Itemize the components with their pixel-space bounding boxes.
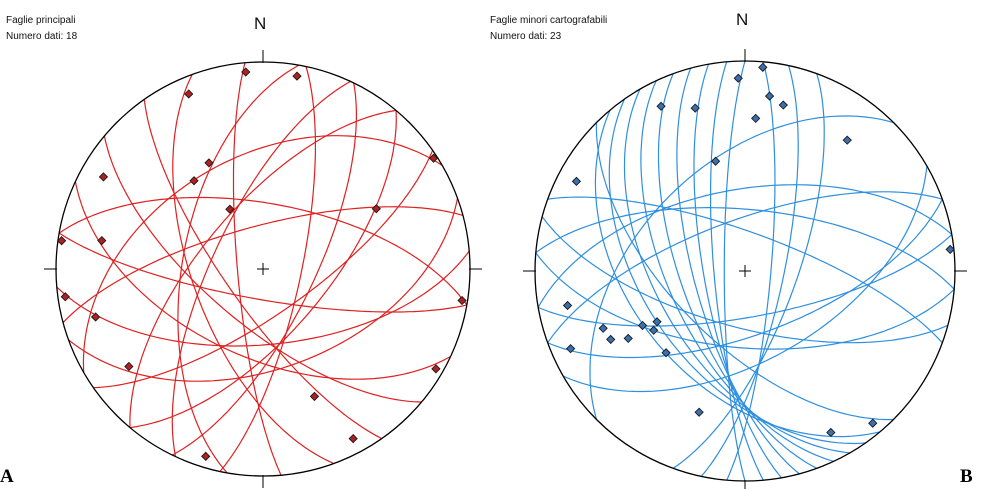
pole-marker	[189, 176, 199, 186]
great-circle	[676, 68, 800, 475]
great-circle	[537, 234, 953, 327]
great-circle	[535, 252, 955, 350]
great-circle	[640, 80, 834, 462]
great-circle	[537, 184, 953, 308]
pole-marker	[751, 113, 761, 124]
great-circle	[68, 198, 459, 382]
great-circles	[56, 62, 470, 476]
great-circle	[589, 115, 894, 420]
pole-marker	[428, 153, 439, 163]
great-circle	[219, 66, 316, 472]
pole-marker	[778, 100, 788, 110]
great-circle	[93, 150, 434, 389]
great-circle	[547, 198, 943, 359]
pole-marker	[431, 364, 441, 374]
pole-marker	[571, 176, 582, 187]
poles	[562, 62, 955, 438]
pole-marker	[292, 71, 302, 81]
pole-marker	[124, 361, 134, 372]
pole-marker	[606, 334, 616, 345]
pole-marker	[204, 158, 214, 168]
pole-marker	[868, 418, 878, 428]
pole-marker	[241, 67, 251, 77]
poles	[56, 67, 467, 461]
panel-a-north-label: N	[254, 14, 267, 33]
great-circle	[623, 88, 851, 454]
great-circle	[547, 196, 943, 344]
great-circle	[535, 206, 955, 290]
pole-marker	[710, 156, 721, 166]
great-circle	[129, 110, 397, 429]
great-circle	[172, 74, 335, 465]
pole-marker	[98, 172, 109, 182]
pole-marker	[562, 300, 573, 311]
pole-marker	[201, 451, 211, 461]
pole-marker	[90, 312, 101, 322]
great-circle	[594, 109, 881, 438]
great-circle	[143, 99, 382, 440]
great-circle	[672, 73, 825, 469]
pole-marker	[371, 204, 381, 214]
great-circle	[541, 216, 949, 344]
pole-marker	[598, 323, 608, 333]
pole-marker	[656, 101, 666, 111]
great-circle	[700, 65, 799, 477]
great-circle	[726, 61, 776, 481]
pole-marker	[733, 73, 743, 83]
great-circle	[608, 98, 866, 445]
pole-marker	[945, 244, 955, 255]
pole-marker	[184, 89, 194, 99]
pole-marker	[842, 135, 852, 145]
pole-marker	[56, 236, 67, 246]
great-circle	[82, 135, 443, 373]
great-circle	[58, 232, 468, 313]
panel-a-count: Numero dati: 18	[6, 31, 78, 42]
pole-marker	[758, 62, 768, 72]
pole-marker	[637, 320, 648, 331]
stereonet-b	[523, 49, 967, 489]
panel-b-north-label: N	[736, 10, 749, 29]
pole-marker	[764, 91, 775, 101]
pole-marker	[652, 317, 662, 327]
panel-b-title: Faglie minori cartografabili	[490, 15, 608, 26]
great-circle	[74, 181, 451, 380]
pole-marker	[309, 391, 320, 402]
great-circle	[62, 206, 464, 324]
pole-marker	[60, 292, 70, 302]
stereonet-a	[44, 50, 482, 488]
pole-marker	[661, 348, 671, 358]
panel-a-letter: A	[0, 466, 14, 487]
great-circle	[693, 64, 782, 479]
great-circle	[710, 61, 764, 481]
great-circle	[595, 122, 894, 421]
panel-b-count: Numero dati: 23	[490, 31, 562, 42]
panel-b-letter: B	[960, 466, 973, 487]
great-circle	[58, 196, 468, 306]
great-circle	[657, 73, 818, 469]
pole-marker	[97, 235, 107, 246]
great-circle	[177, 64, 300, 474]
great-circle	[723, 60, 746, 482]
panel-a-title: Faglie principali	[6, 15, 76, 26]
great-circle	[171, 82, 357, 456]
pole-marker	[565, 344, 576, 354]
great-circle	[103, 135, 422, 403]
pole-marker	[694, 407, 704, 417]
pole-marker	[690, 103, 700, 113]
pole-marker	[623, 333, 633, 344]
pole-marker	[225, 204, 235, 214]
pole-marker	[649, 325, 659, 335]
pole-marker	[826, 427, 836, 438]
pole-marker	[457, 295, 467, 306]
great-circle	[171, 80, 351, 457]
great-circle	[129, 109, 397, 428]
great-circle	[547, 191, 943, 344]
great-circles	[535, 60, 955, 482]
pole-marker	[348, 433, 358, 444]
